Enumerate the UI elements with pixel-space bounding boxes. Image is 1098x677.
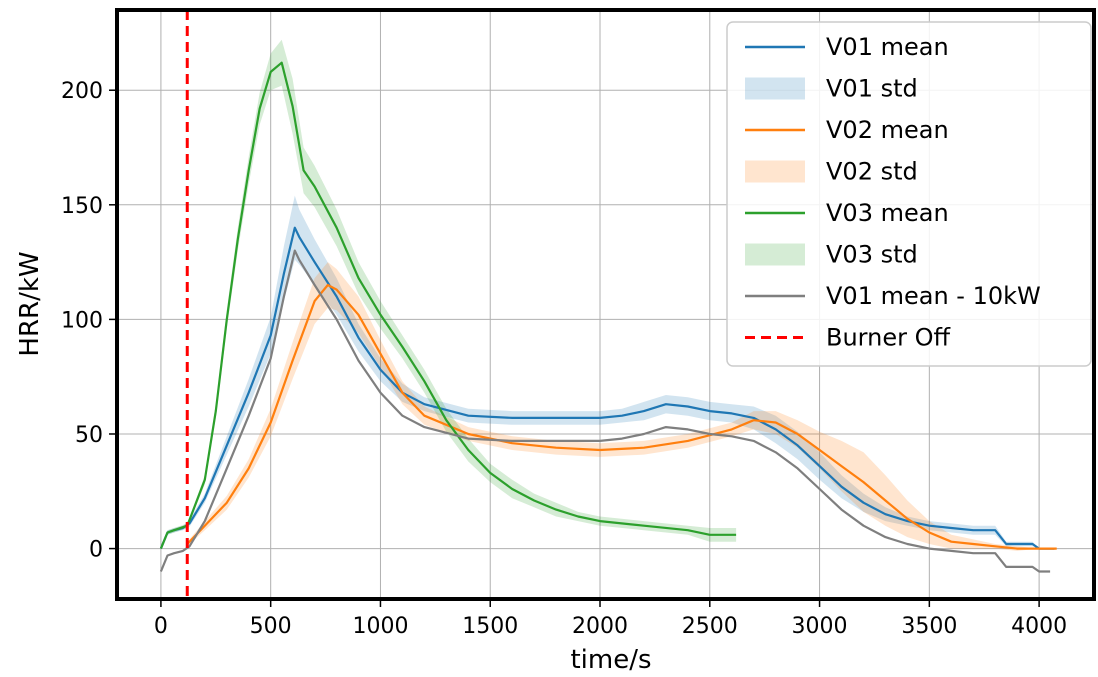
- tick-labels: 0 500 1000 1500 2000 2500 3000 3500 4000 0 50 100 15…: [61, 79, 1067, 639]
- v01-mean-10kw-line: [159, 249, 1051, 573]
- x-tick-label: 1000: [352, 614, 408, 639]
- y-tick-label: 200: [61, 79, 103, 104]
- axes: [109, 8, 1096, 607]
- legend-box: [726, 21, 1092, 367]
- x-tick-label: 500: [250, 614, 292, 639]
- legend: V01 mean V01 std V02 mean V02 std V03 mean V0…: [726, 21, 1092, 367]
- y-tick-label: 50: [75, 423, 103, 448]
- v03-mean-line: [159, 61, 737, 550]
- v02-std-band: [187, 262, 1057, 551]
- x-tick-label: 1500: [462, 614, 518, 639]
- v01-mean-line: [159, 226, 1055, 550]
- x-tick-label: 3000: [792, 614, 848, 639]
- legend-label: Burner Off: [826, 324, 950, 352]
- mean-lines: [159, 10, 1057, 599]
- y-axis-label: HRR/kW: [15, 251, 45, 356]
- legend-entries: V01 mean V01 std V02 mean V02 std V03 mean V0…: [745, 33, 1041, 352]
- legend-label: V02 mean: [826, 116, 949, 144]
- v02-mean-line: [186, 283, 1057, 550]
- plot-frame: [115, 8, 1096, 601]
- std-bands: [160, 39, 1057, 551]
- x-axis-label: time/s: [570, 645, 651, 675]
- legend-label: V01 std: [826, 75, 918, 103]
- x-tick-label: 2000: [572, 614, 628, 639]
- v03-std-band: [160, 39, 737, 549]
- y-tick-label: 100: [61, 308, 103, 333]
- legend-swatch: [745, 243, 805, 266]
- legend-label: V03 mean: [826, 199, 949, 227]
- y-tick-label: 0: [89, 538, 103, 563]
- x-tick-label: 4000: [1011, 614, 1067, 639]
- legend-label: V03 std: [826, 241, 918, 269]
- legend-label: V01 mean: [826, 33, 949, 61]
- legend-swatch: [745, 77, 805, 100]
- y-tick-label: 150: [61, 194, 103, 219]
- legend-label: V01 mean - 10kW: [826, 282, 1041, 310]
- legend-swatch: [745, 160, 805, 183]
- x-tick-label: 3500: [901, 614, 957, 639]
- legend-label: V02 std: [826, 158, 918, 186]
- x-tick-label: 0: [154, 614, 168, 639]
- x-tick-label: 2500: [682, 614, 738, 639]
